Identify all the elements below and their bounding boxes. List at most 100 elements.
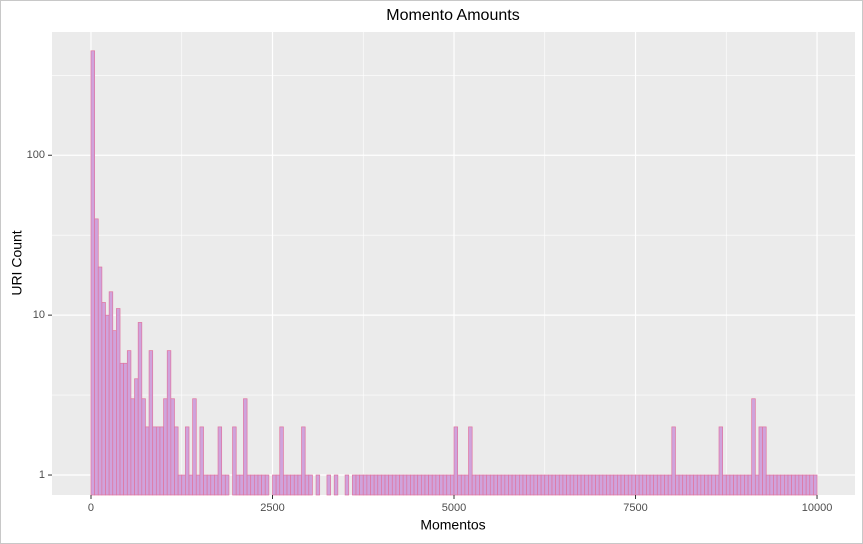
- y-tick-label: 1: [39, 469, 45, 481]
- bar: [366, 474, 371, 496]
- bar: [787, 474, 792, 496]
- bar: [130, 398, 135, 496]
- bar: [529, 474, 535, 496]
- bar: [540, 474, 546, 496]
- bar: [362, 474, 368, 496]
- bar: [577, 474, 582, 496]
- bar: [177, 474, 183, 496]
- bar: [243, 398, 248, 496]
- bar: [424, 474, 429, 496]
- bar: [638, 474, 644, 496]
- bar: [402, 474, 408, 496]
- bar: [166, 350, 172, 496]
- bar: [754, 474, 760, 496]
- bar: [90, 50, 95, 496]
- bar: [595, 474, 600, 496]
- bar: [217, 426, 223, 496]
- bar: [152, 426, 157, 496]
- bar: [548, 474, 553, 496]
- bar: [112, 330, 117, 496]
- bar: [413, 474, 419, 496]
- bar: [381, 474, 386, 496]
- bar: [675, 474, 680, 496]
- bar: [170, 398, 175, 496]
- bar: [584, 474, 589, 496]
- bar: [370, 474, 375, 496]
- chart-title: Momento Amounts: [386, 7, 519, 24]
- bar: [105, 314, 110, 496]
- bar: [802, 474, 807, 496]
- bar: [515, 474, 520, 496]
- bar: [148, 350, 154, 496]
- bar: [352, 474, 357, 496]
- bar: [744, 474, 749, 496]
- bar: [235, 474, 241, 496]
- bar: [119, 362, 125, 496]
- bar: [174, 426, 179, 496]
- bar: [798, 474, 803, 496]
- bar: [736, 474, 742, 496]
- bar: [446, 474, 451, 496]
- bar: [246, 474, 252, 496]
- bar: [239, 474, 244, 496]
- bar: [566, 474, 571, 496]
- bar: [704, 474, 709, 496]
- bar: [791, 474, 796, 496]
- x-tick-label: 2500: [260, 502, 284, 514]
- bar: [420, 474, 426, 496]
- bar: [609, 474, 615, 496]
- bar: [224, 474, 230, 496]
- bar: [250, 474, 255, 496]
- bar: [482, 474, 488, 496]
- y-axis-label: URI Count: [9, 230, 25, 295]
- bar: [486, 474, 491, 496]
- bar: [141, 398, 146, 496]
- bar: [304, 474, 310, 496]
- x-tick-label: 0: [88, 502, 94, 514]
- bar: [533, 474, 538, 496]
- bar: [805, 474, 811, 496]
- bar: [315, 474, 321, 496]
- bar: [508, 474, 513, 496]
- bar: [290, 474, 295, 496]
- bar: [279, 426, 284, 496]
- bar: [558, 474, 564, 496]
- bar: [471, 474, 477, 496]
- bar: [297, 474, 302, 496]
- bar: [660, 474, 665, 496]
- bar: [504, 474, 509, 496]
- bar: [214, 474, 219, 496]
- y-tick-label: 10: [33, 309, 45, 321]
- bar: [631, 474, 636, 496]
- bar: [391, 474, 397, 496]
- bar: [671, 426, 676, 496]
- bar: [460, 474, 466, 496]
- bar: [747, 474, 753, 496]
- bar: [573, 474, 578, 496]
- bar: [685, 474, 691, 496]
- bar: [642, 474, 647, 496]
- bar: [359, 474, 364, 496]
- bar: [617, 474, 622, 496]
- bar: [664, 474, 669, 496]
- bar: [464, 474, 469, 496]
- bar: [606, 474, 611, 496]
- bar: [635, 474, 640, 496]
- bar: [126, 350, 132, 496]
- bar: [711, 474, 716, 496]
- bar: [479, 474, 484, 496]
- bar: [522, 474, 527, 496]
- bar: [682, 474, 687, 496]
- bar: [468, 426, 473, 496]
- bar: [308, 474, 313, 496]
- bar: [333, 474, 339, 496]
- bar: [667, 474, 673, 496]
- bar: [195, 474, 201, 496]
- bar: [602, 474, 607, 496]
- bar: [435, 474, 440, 496]
- bar: [145, 426, 150, 496]
- bar: [620, 474, 625, 496]
- bar: [192, 398, 197, 496]
- bar: [497, 474, 502, 496]
- bar: [649, 474, 655, 496]
